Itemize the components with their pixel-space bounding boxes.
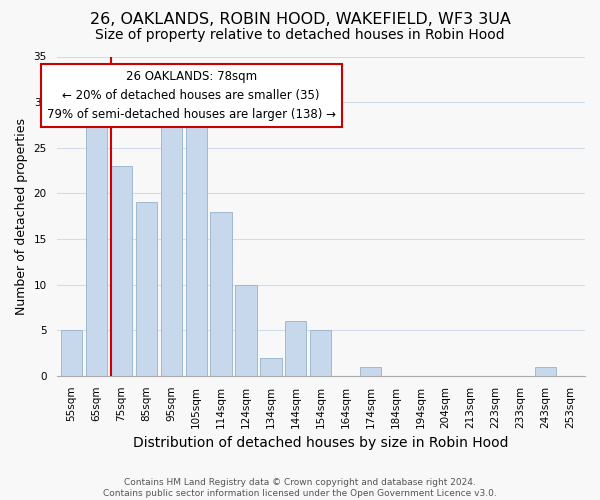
Y-axis label: Number of detached properties: Number of detached properties [15,118,28,314]
Text: Contains HM Land Registry data © Crown copyright and database right 2024.
Contai: Contains HM Land Registry data © Crown c… [103,478,497,498]
Bar [535,366,556,376]
Bar [111,166,132,376]
Bar [86,120,107,376]
Text: Size of property relative to detached houses in Robin Hood: Size of property relative to detached ho… [95,28,505,42]
Text: 26 OAKLANDS: 78sqm
← 20% of detached houses are smaller (35)
79% of semi-detache: 26 OAKLANDS: 78sqm ← 20% of detached hou… [47,70,335,121]
Bar [136,202,157,376]
Bar [285,321,307,376]
Bar [211,212,232,376]
Bar [185,120,207,376]
Bar [310,330,331,376]
Bar [161,111,182,376]
Bar [61,330,82,376]
Bar [360,366,381,376]
X-axis label: Distribution of detached houses by size in Robin Hood: Distribution of detached houses by size … [133,436,509,450]
Bar [235,284,257,376]
Text: 26, OAKLANDS, ROBIN HOOD, WAKEFIELD, WF3 3UA: 26, OAKLANDS, ROBIN HOOD, WAKEFIELD, WF3… [89,12,511,28]
Bar [260,358,281,376]
